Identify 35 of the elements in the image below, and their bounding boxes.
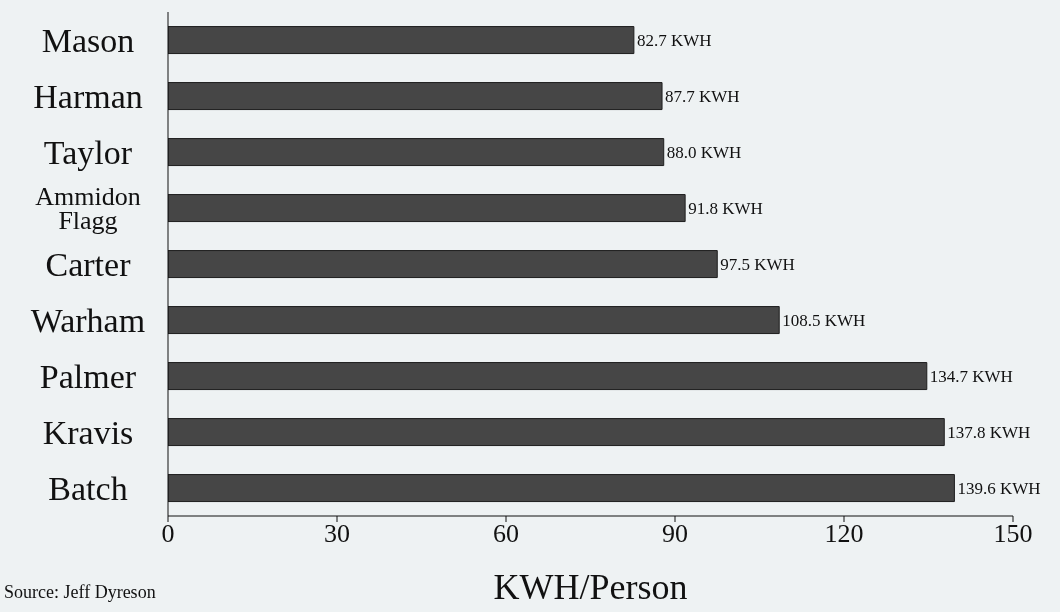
data-label: 87.7 KWH bbox=[665, 86, 740, 106]
data-label: 88.0 KWH bbox=[666, 142, 742, 162]
x-tick-label: 150 bbox=[993, 519, 1033, 549]
y-tick-label: Ammidon Flagg bbox=[35, 181, 141, 235]
bar bbox=[168, 250, 718, 279]
data-label: 108.5 KWH bbox=[782, 310, 866, 330]
y-tick-label: Warham bbox=[30, 301, 146, 339]
bar bbox=[168, 26, 635, 55]
data-label: 82.7 KWH bbox=[636, 30, 712, 50]
data-label: 137.8 KWH bbox=[947, 422, 1031, 442]
y-tick-label: Harman bbox=[33, 77, 143, 115]
data-label: 91.8 KWH bbox=[688, 198, 763, 218]
x-tick-label: 30 bbox=[324, 519, 350, 549]
data-label: 139.6 KWH bbox=[957, 478, 1041, 498]
y-tick-label: Carter bbox=[45, 245, 132, 283]
y-tick-label: Mason bbox=[41, 21, 135, 59]
bar bbox=[168, 194, 686, 223]
y-tick-label: Palmer bbox=[39, 357, 137, 395]
y-tick-label: Batch bbox=[48, 469, 128, 507]
bar bbox=[168, 82, 663, 111]
x-tick-label: 60 bbox=[493, 519, 519, 549]
y-tick-label: Taylor bbox=[43, 133, 133, 171]
data-label: 97.5 KWH bbox=[720, 254, 795, 274]
x-axis-title: KWH/Person bbox=[492, 566, 689, 608]
bar bbox=[168, 362, 928, 391]
x-tick-label: 90 bbox=[662, 519, 688, 549]
bar bbox=[168, 306, 780, 335]
data-label: 134.7 KWH bbox=[929, 366, 1013, 386]
bar bbox=[168, 474, 955, 503]
source-note: Source: Jeff Dyreson bbox=[4, 582, 156, 603]
y-tick-label: Kravis bbox=[42, 413, 134, 451]
bar bbox=[168, 138, 665, 167]
x-tick-label: 120 bbox=[824, 519, 864, 549]
bar bbox=[168, 418, 945, 447]
x-tick-label: 0 bbox=[161, 519, 175, 549]
